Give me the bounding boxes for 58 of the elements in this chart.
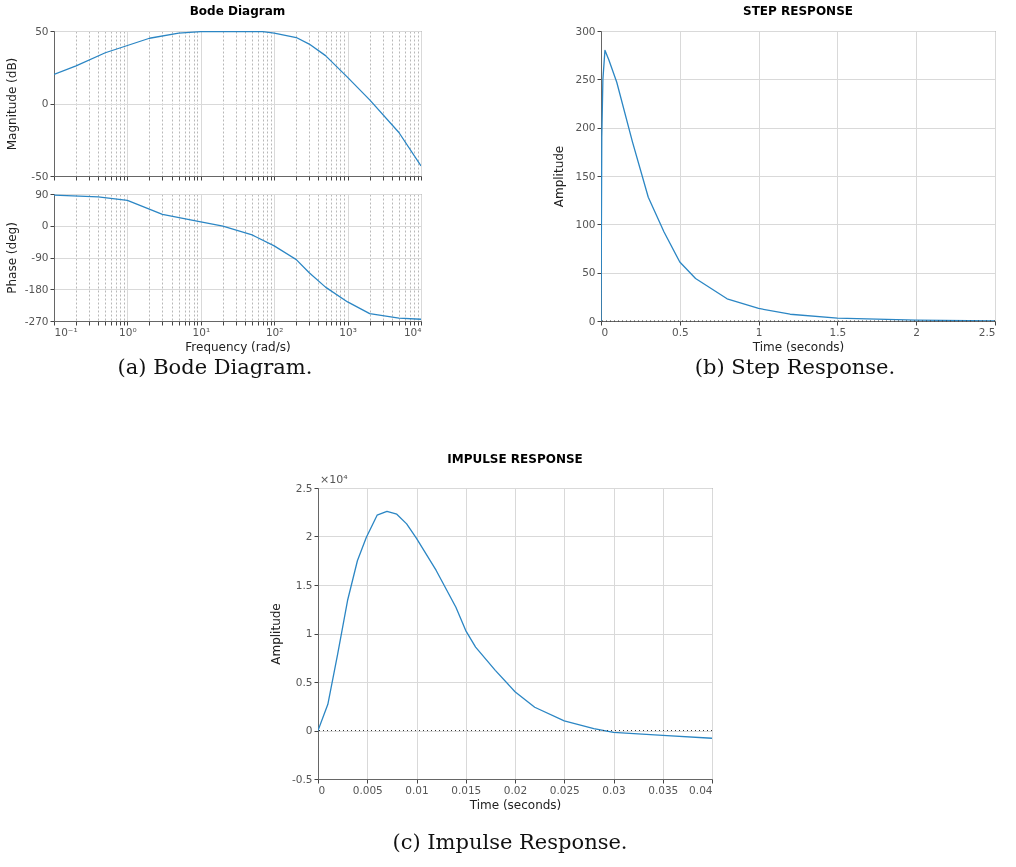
y-tick-label: 50 <box>582 266 596 279</box>
chart-title: IMPULSE RESPONSE <box>447 452 583 466</box>
y-tick-label: 100 <box>575 217 596 230</box>
y-tick-label: 250 <box>575 72 596 85</box>
y-tick-label: 0 <box>41 97 49 109</box>
y-tick-label: 1 <box>305 627 313 639</box>
x-tick-label: 2 <box>913 325 921 338</box>
x-tick-label: 0.01 <box>405 783 429 796</box>
x-tick-label: 1.5 <box>829 325 847 338</box>
text: ×10⁴ <box>320 473 349 486</box>
y-tick-label: -50 <box>31 169 49 182</box>
x-tick-label: 0.005 <box>352 783 383 796</box>
chart-title: Bode Diagram <box>189 4 286 18</box>
x-tick-label: 10³ <box>339 325 357 338</box>
y-axis-title: Amplitude <box>551 145 566 208</box>
y-tick-label: 300 <box>575 24 596 37</box>
x-tick-label: 0 <box>601 325 609 338</box>
y-tick-label: 150 <box>575 169 596 182</box>
x-tick-label: 10⁰ <box>119 325 137 338</box>
y-axis-title: Amplitude <box>268 603 283 665</box>
chart-title: STEP RESPONSE <box>743 4 853 18</box>
y-tick-label: -0.5 <box>292 772 313 785</box>
y-tick-label: 200 <box>575 121 596 134</box>
x-axis-title: Time (seconds) <box>468 798 562 812</box>
x-tick-label: 0.035 <box>648 783 679 796</box>
x-tick-label: 10² <box>265 325 284 338</box>
y-tick-label: 90 <box>35 187 49 200</box>
x-axis-title: Frequency (rad/s) <box>185 340 291 354</box>
x-tick-label: 2.5 <box>978 325 996 338</box>
x-tick-label: 10⁴ <box>403 325 422 338</box>
y-tick-label: -90 <box>31 251 49 263</box>
line-series <box>318 510 712 739</box>
x-tick-label: 0.04 <box>689 783 713 796</box>
y-tick-label: 0 <box>41 219 49 232</box>
x-tick-label: 10⁻¹ <box>54 325 78 338</box>
y-tick-label: 1.5 <box>295 578 313 591</box>
y-tick-label: -180 <box>24 282 49 295</box>
x-tick-label: 0.02 <box>503 783 528 796</box>
y-tick-label: 0.5 <box>295 675 313 688</box>
y-tick-label: 2 <box>305 530 313 542</box>
y-tick-label: 0 <box>588 314 596 327</box>
text: (b) Step Response. <box>694 355 896 379</box>
x-tick-label: 1 <box>755 325 763 338</box>
x-tick-label: 0.015 <box>451 783 482 796</box>
x-axis-title: Time (seconds) <box>751 340 845 354</box>
text: (c) Impulse Response. <box>392 830 628 854</box>
y-tick-label: -270 <box>24 314 49 327</box>
x-tick-label: 10¹ <box>192 325 211 338</box>
x-tick-label: 0 <box>318 783 326 796</box>
y-axis-title: Magnitude (dB) <box>4 57 19 151</box>
text: (a) Bode Diagram. <box>117 355 313 379</box>
x-tick-label: 0.5 <box>671 325 689 338</box>
y-tick-label: 2.5 <box>295 481 313 494</box>
x-tick-label: 0.03 <box>602 783 626 796</box>
x-tick-label: 0.025 <box>549 783 580 796</box>
y-axis-title: Phase (deg) <box>4 222 19 294</box>
y-tick-label: 0 <box>305 724 313 736</box>
y-tick-label: 50 <box>35 24 49 37</box>
